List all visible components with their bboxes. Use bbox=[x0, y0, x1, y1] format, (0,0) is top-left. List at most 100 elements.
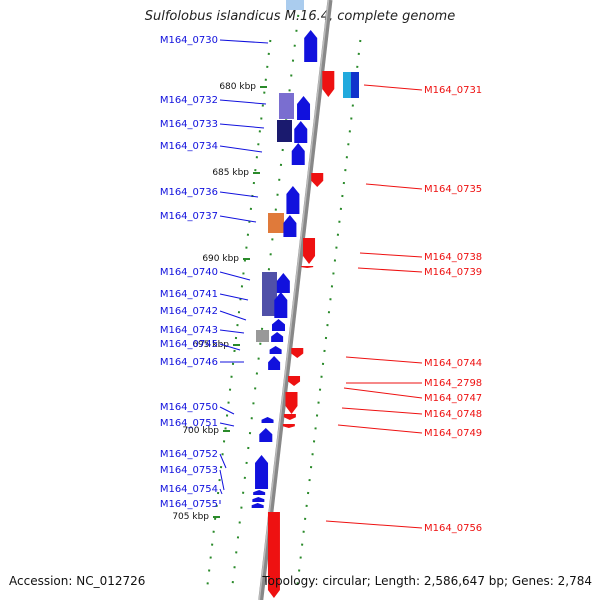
gene-label-m164_0751: M164_0751 bbox=[160, 418, 218, 429]
gene-label-m164_0741: M164_0741 bbox=[160, 289, 218, 300]
gene-label-m164_2798: M164_2798 bbox=[424, 378, 482, 389]
gene-label-m164_0749: M164_0749 bbox=[424, 428, 482, 439]
label-connector bbox=[341, 407, 423, 415]
gene-label-m164_0753: M164_0753 bbox=[160, 465, 218, 476]
gene-block-0733 bbox=[277, 120, 292, 142]
label-connector bbox=[219, 271, 251, 281]
gene-label-m164_0748: M164_0748 bbox=[424, 409, 482, 420]
gene-arrow-m164_0743 bbox=[271, 332, 284, 342]
gene-label-m164_0735: M164_0735 bbox=[424, 184, 482, 195]
gene-arrow-m164_0735 bbox=[311, 173, 324, 187]
gene-label-m164_0733: M164_0733 bbox=[160, 119, 218, 130]
gene-arrow-m164_0754 bbox=[252, 497, 265, 502]
gene-arrow-m164_0732 bbox=[297, 96, 311, 120]
gene-label-m164_0739: M164_0739 bbox=[424, 267, 482, 278]
gene-arrow-m164_0747 bbox=[285, 392, 298, 414]
gene-label-m164_0750: M164_0750 bbox=[160, 402, 218, 413]
label-connector bbox=[219, 406, 235, 415]
gene-arrow-m164_0748 bbox=[283, 414, 296, 420]
gene-label-m164_0732: M164_0732 bbox=[160, 95, 218, 106]
label-connector bbox=[219, 293, 249, 301]
label-connector bbox=[219, 422, 235, 427]
backbone-line bbox=[258, 0, 333, 600]
gc-track-left bbox=[205, 39, 272, 591]
gene-arrow-m164_0736 bbox=[286, 186, 300, 214]
gene-label-m164_0746: M164_0746 bbox=[160, 357, 218, 368]
gene-features bbox=[251, 0, 359, 598]
label-connector bbox=[219, 191, 259, 198]
gene-block-cyan bbox=[343, 72, 351, 98]
gene-arrow-m164_0742 bbox=[271, 319, 285, 331]
label-connector bbox=[219, 215, 257, 223]
gene-arrow-m164_0756 bbox=[267, 512, 280, 598]
label-connector bbox=[219, 310, 247, 321]
kbp-label: 685 kbp bbox=[212, 168, 249, 178]
gene-block-0743 bbox=[256, 330, 269, 342]
gene-arrow-m164_0752 bbox=[255, 455, 269, 489]
gene-arrow-m164_0739 bbox=[301, 266, 314, 268]
topology-label: Topology: circular; Length: 2,586,647 bp… bbox=[262, 574, 592, 588]
gene-label-m164_0756: M164_0756 bbox=[424, 523, 482, 534]
gene-arrow-m164_0749 bbox=[282, 424, 295, 428]
label-connector bbox=[325, 520, 423, 529]
gene-label-m164_0738: M164_0738 bbox=[424, 252, 482, 263]
label-connector bbox=[219, 343, 241, 351]
gene-label-m164_0742: M164_0742 bbox=[160, 306, 218, 317]
label-connector bbox=[337, 424, 423, 434]
gene-label-m164_0736: M164_0736 bbox=[160, 187, 218, 198]
gene-arrow-m164_0741 bbox=[274, 292, 288, 318]
gene-arrow-m164_0746 bbox=[268, 356, 281, 370]
label-connector bbox=[219, 99, 267, 105]
genome-title: Sulfolobus islandicus M.16.4, complete g… bbox=[144, 9, 456, 24]
gene-label-m164_0755: M164_0755 bbox=[160, 499, 218, 510]
gene-arrow-m164_0737 bbox=[283, 215, 297, 237]
kbp-label: 690 kbp bbox=[202, 254, 239, 264]
gene-arrow-m164_0753 bbox=[253, 490, 266, 495]
gene-label-m164_0737: M164_0737 bbox=[160, 211, 218, 222]
gene-label-m164_0745: M164_0745 bbox=[160, 339, 218, 350]
label-connector bbox=[219, 39, 269, 44]
gene-label-m164_0752: M164_0752 bbox=[160, 449, 218, 460]
gene-arrow-m164_0744 bbox=[291, 348, 304, 358]
label-connector bbox=[219, 488, 223, 495]
label-connector bbox=[365, 183, 423, 190]
label-connector bbox=[363, 84, 423, 91]
gene-block-0740 bbox=[262, 272, 277, 316]
label-connector bbox=[219, 123, 265, 129]
gene-block-top bbox=[286, 0, 304, 10]
gene-arrow-m164_0750 bbox=[261, 417, 274, 423]
label-connector bbox=[345, 356, 423, 364]
gene-arrow-m164_0755 bbox=[251, 503, 264, 508]
gene-block-0732 bbox=[279, 93, 294, 119]
gene-label-m164_0743: M164_0743 bbox=[160, 325, 218, 336]
label-connector bbox=[219, 453, 227, 469]
label-connector bbox=[343, 387, 423, 399]
gene-arrow-m164_0734 bbox=[291, 143, 305, 165]
kbp-scale: 680 kbp 685 kbp 690 kbp 695 kbp 700 kbp 705 k… bbox=[172, 82, 267, 522]
label-connector bbox=[219, 329, 245, 334]
kbp-label: 695 kbp bbox=[192, 340, 229, 350]
gene-label-m164_0744: M164_0744 bbox=[424, 358, 482, 369]
gene-label-m164_0730: M164_0730 bbox=[160, 35, 218, 46]
gene-arrow-m164_0738 bbox=[303, 238, 316, 264]
label-connector bbox=[219, 145, 263, 153]
gene-block-0737 bbox=[268, 213, 284, 233]
label-connector bbox=[219, 469, 225, 491]
gene-block-blue bbox=[351, 72, 359, 98]
gene-arrow-m164_0751 bbox=[259, 428, 273, 442]
gene-arrow-m164_0733 bbox=[294, 121, 308, 143]
gc-track-right bbox=[295, 39, 362, 591]
gene-arrow-m164_0740 bbox=[276, 273, 290, 293]
gene-arrow-m164_0731 bbox=[322, 71, 335, 97]
gene-label-m164_0734: M164_0734 bbox=[160, 141, 218, 152]
gene-arrow-m164_0730 bbox=[304, 30, 318, 62]
gene-arrow-m164_2798 bbox=[288, 376, 301, 386]
gene-label-m164_0731: M164_0731 bbox=[424, 85, 482, 96]
gc-content-track bbox=[205, 0, 362, 591]
kbp-label: 705 kbp bbox=[172, 512, 209, 522]
gene-label-m164_0754: M164_0754 bbox=[160, 484, 218, 495]
gene-arrow-m164_0745 bbox=[269, 346, 282, 354]
label-connector bbox=[357, 267, 423, 273]
